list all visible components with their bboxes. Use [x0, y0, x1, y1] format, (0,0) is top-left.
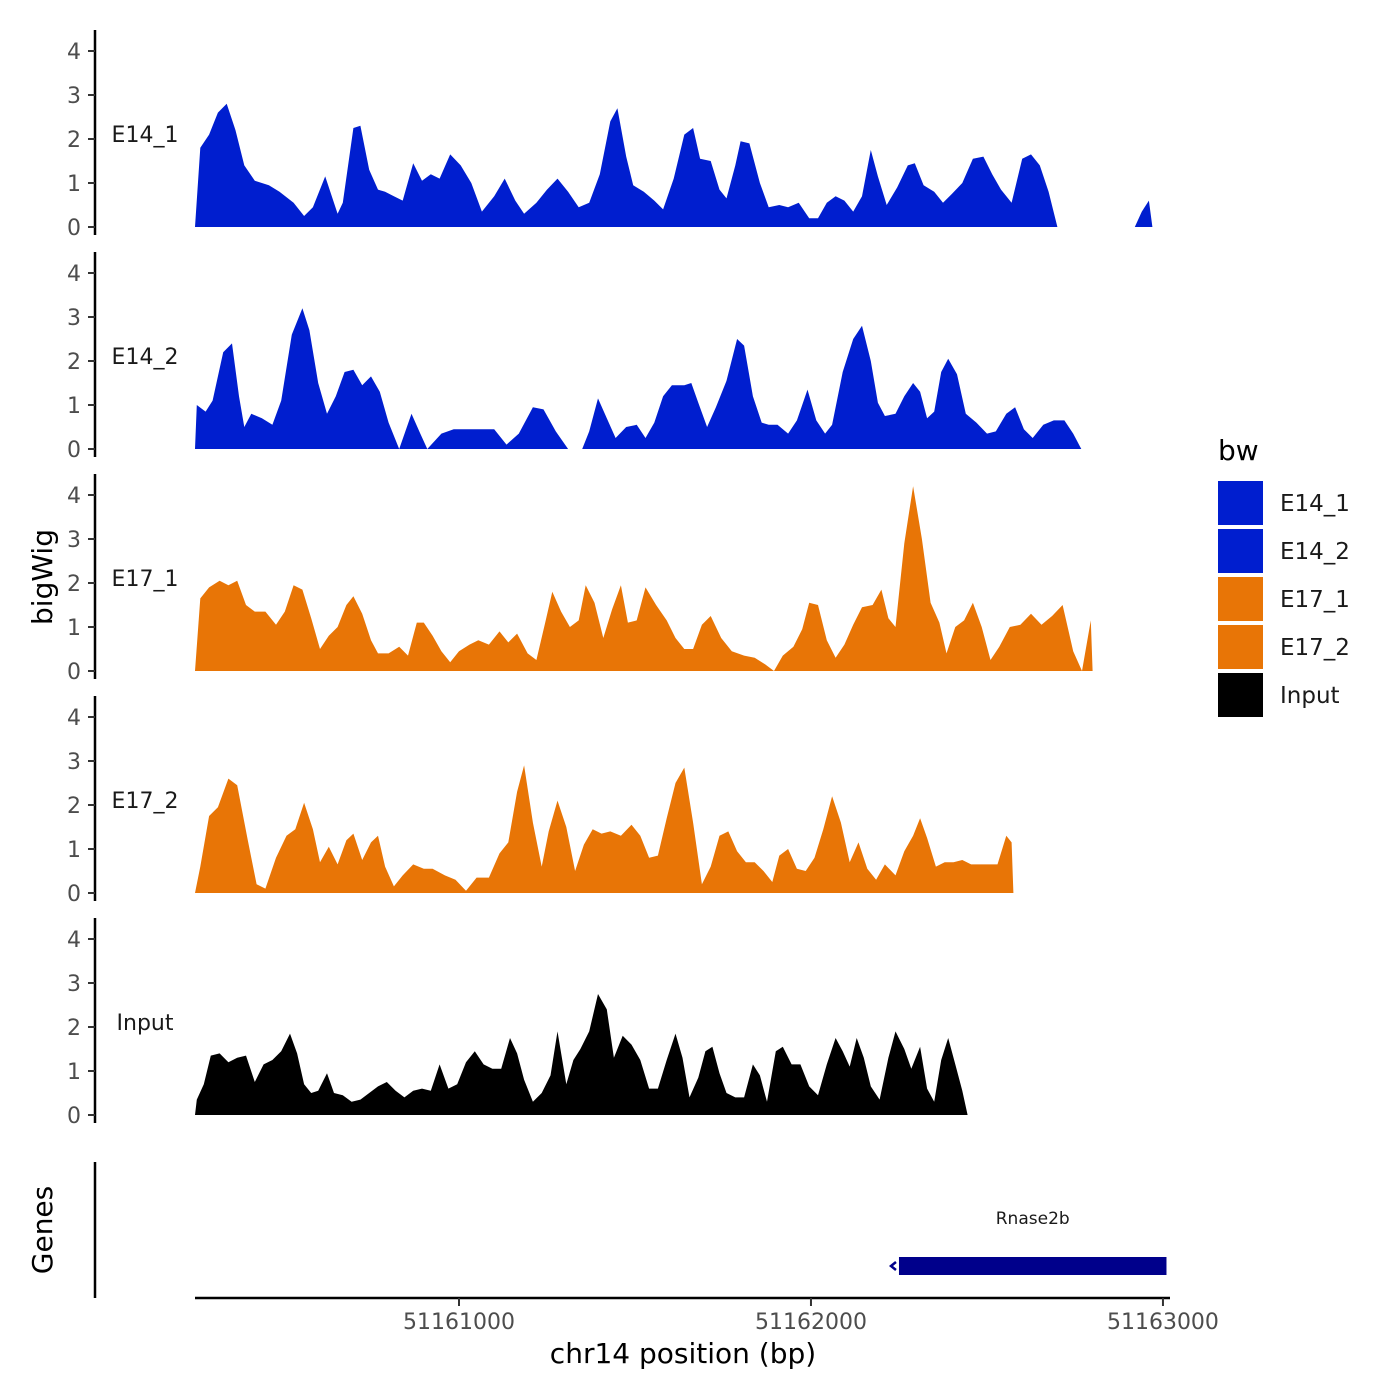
track-label: E17_1 — [112, 567, 179, 592]
track-e17-1: 0 1 2 3 4 E17_1 — [67, 474, 1093, 685]
x-axis-ticks: 51161000 51162000 51163000 — [403, 1298, 1219, 1335]
y-tick-label: 1 — [67, 1060, 81, 1085]
legend-swatch — [1218, 577, 1263, 621]
y-tick-label: 4 — [67, 484, 81, 509]
legend-items: E14_1 E14_2 E17_1 E17_2 Input — [1218, 481, 1350, 717]
coverage-area-e14-1 — [195, 103, 1153, 227]
gene-rnase2b: Rnase2b — [888, 1209, 1167, 1275]
y-tick-label: 0 — [67, 660, 81, 685]
legend-item-e17-1: E17_1 — [1218, 577, 1350, 621]
legend-swatch — [1218, 529, 1263, 573]
track-e14-2: 0 1 2 3 4 E14_2 — [67, 252, 1082, 463]
y-tick-label: 0 — [67, 882, 81, 907]
y-tick-label: 0 — [67, 438, 81, 463]
y-tick-label: 1 — [67, 172, 81, 197]
y-tick-label: 3 — [67, 84, 81, 109]
track-label: Input — [117, 1011, 174, 1036]
y-tick-label: 3 — [67, 750, 81, 775]
coverage-area-e17-1 — [195, 486, 1093, 671]
y-tick-label: 3 — [67, 972, 81, 997]
legend-item-e17-2: E17_2 — [1218, 625, 1350, 669]
y-tick-label: 2 — [67, 1016, 81, 1041]
legend-item-input: Input — [1218, 673, 1340, 717]
y-tick-label: 2 — [67, 350, 81, 375]
x-tick-label: 51161000 — [403, 1310, 515, 1335]
track-input: 0 1 2 3 4 Input — [67, 918, 973, 1129]
legend-item-e14-2: E14_2 — [1218, 529, 1350, 573]
track-e17-2: 0 1 2 3 4 E17_2 — [67, 696, 1014, 907]
gene-models: Rnase2b — [888, 1209, 1167, 1275]
coverage-area-e14-2 — [195, 308, 1082, 449]
coverage-tracks: 0 1 2 3 4 E14_1 0 1 2 3 4 E14_2 0 1 2 3 4 E17_1 0 1 2 3 4 E17_2… — [67, 30, 1153, 1129]
y-tick-label: 2 — [67, 128, 81, 153]
y-tick-label: 1 — [67, 838, 81, 863]
legend: bw E14_1 E14_2 E17_1 E17_2 Input — [1218, 434, 1350, 717]
legend-swatch — [1218, 481, 1263, 525]
legend-label: E14_2 — [1280, 539, 1350, 565]
legend-swatch — [1218, 625, 1263, 669]
y-tick-label: 2 — [67, 794, 81, 819]
legend-label: Input — [1280, 683, 1340, 709]
legend-label: E14_1 — [1280, 491, 1350, 517]
gene-panel: Genes Rnase2b — [26, 1162, 1167, 1298]
x-tick-label: 51162000 — [755, 1310, 867, 1335]
y-tick-label: 1 — [67, 616, 81, 641]
x-axis-title: chr14 position (bp) — [550, 1337, 816, 1370]
y-tick-label: 3 — [67, 306, 81, 331]
y-tick-label: 4 — [67, 928, 81, 953]
strand-arrow — [888, 1261, 897, 1271]
y-tick-label: 3 — [67, 528, 81, 553]
x-tick-label: 51163000 — [1107, 1310, 1219, 1335]
y-tick-label: 0 — [67, 1104, 81, 1129]
track-label: E17_2 — [112, 789, 179, 814]
gene-body — [898, 1257, 1167, 1275]
track-label: E14_2 — [112, 345, 179, 370]
coverage-area-e17-2 — [195, 765, 1014, 893]
track-label: E14_1 — [112, 123, 179, 148]
legend-label: E17_1 — [1280, 587, 1350, 613]
gene-panel-label: Genes — [26, 1186, 59, 1274]
y-tick-label: 1 — [67, 394, 81, 419]
y-tick-label: 4 — [67, 262, 81, 287]
y-tick-label: 2 — [67, 572, 81, 597]
y-tick-label: 0 — [67, 216, 81, 241]
track-e14-1: 0 1 2 3 4 E14_1 — [67, 30, 1153, 241]
gene-label: Rnase2b — [996, 1209, 1070, 1229]
legend-title: bw — [1218, 434, 1259, 467]
legend-label: E17_2 — [1280, 635, 1350, 661]
legend-swatch — [1218, 673, 1263, 717]
y-tick-label: 4 — [67, 40, 81, 65]
y-axis-title: bigWig — [26, 529, 59, 625]
y-tick-label: 4 — [67, 706, 81, 731]
legend-item-e14-1: E14_1 — [1218, 481, 1350, 525]
x-axis: 51161000 51162000 51163000 chr14 position … — [195, 1296, 1219, 1370]
coverage-area-input — [195, 994, 973, 1115]
